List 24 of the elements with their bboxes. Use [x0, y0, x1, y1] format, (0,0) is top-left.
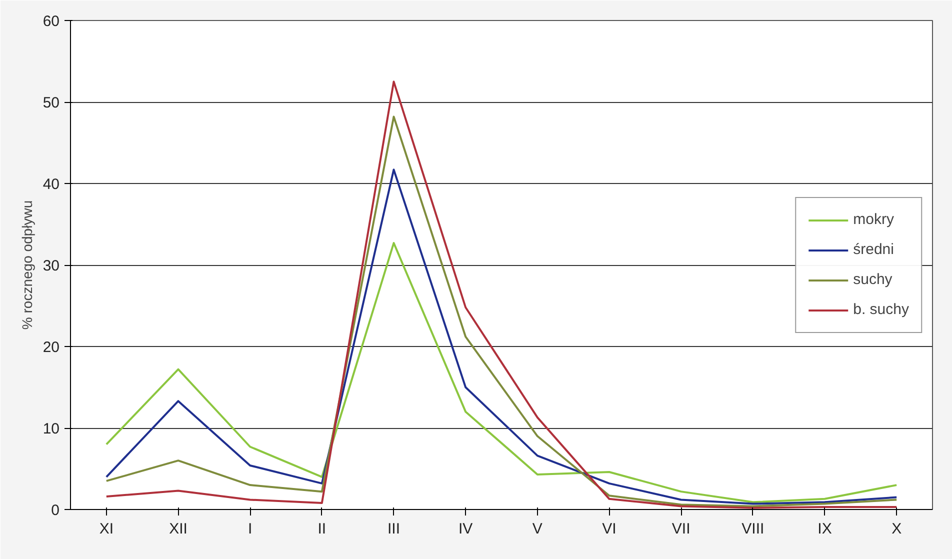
x-tick-label: VI	[602, 520, 616, 538]
x-tick-label: IV	[458, 520, 473, 538]
legend-label: b. suchy	[853, 301, 909, 318]
x-tick-label: I	[248, 520, 252, 538]
y-tick-label: 0	[51, 502, 60, 519]
x-tick-label: XII	[169, 520, 188, 538]
x-tick-label: VIII	[742, 520, 764, 538]
x-tick-label: III	[388, 520, 400, 538]
y-tick-label: 10	[42, 420, 60, 438]
y-tick-label: 30	[42, 258, 60, 274]
x-tick-label: X	[892, 520, 902, 538]
y-axis-title: % rocznego odpływu	[18, 200, 35, 330]
legend-label: mokry	[853, 211, 894, 228]
y-tick-label: 20	[42, 339, 60, 356]
x-tick-label: IX	[818, 520, 832, 538]
y-tick-label: 60	[42, 13, 60, 30]
x-tick-label: VII	[672, 520, 690, 538]
legend-label: suchy	[853, 271, 892, 288]
y-tick-label: 40	[42, 176, 60, 193]
legend-label: średni	[853, 241, 894, 258]
x-tick-label: XI	[99, 520, 114, 538]
x-tick-label: II	[318, 520, 326, 538]
y-tick-label: 50	[42, 94, 60, 112]
x-tick-label: V	[532, 520, 542, 538]
